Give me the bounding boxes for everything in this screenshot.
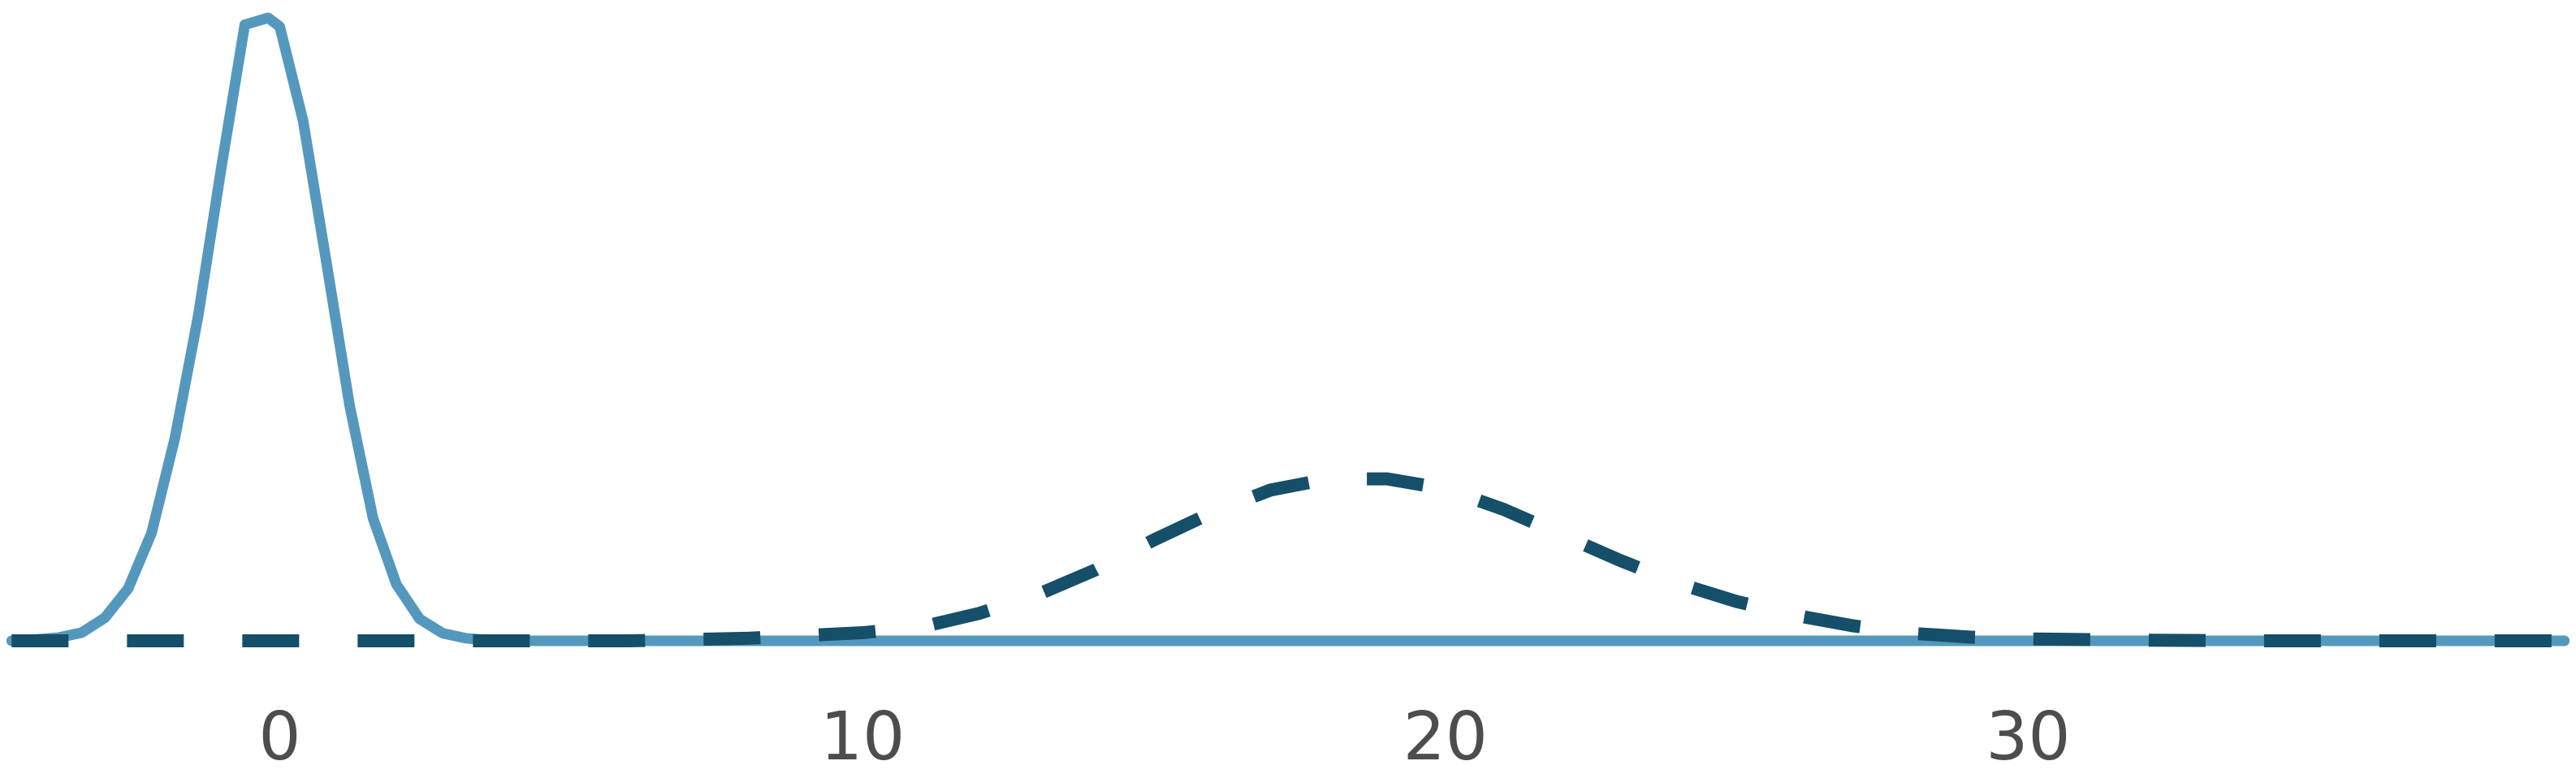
x-tick-labels: 0 10 20 30 [258,698,2070,774]
series-layer [6,12,2570,647]
series-line-wide-distribution [11,472,2565,647]
x-tick-label: 10 [820,698,905,774]
x-tick-label: 30 [1986,698,2070,774]
series-line-narrow-distribution [6,12,2570,646]
x-tick-label: 0 [258,698,300,774]
x-tick-label: 20 [1403,698,1488,774]
